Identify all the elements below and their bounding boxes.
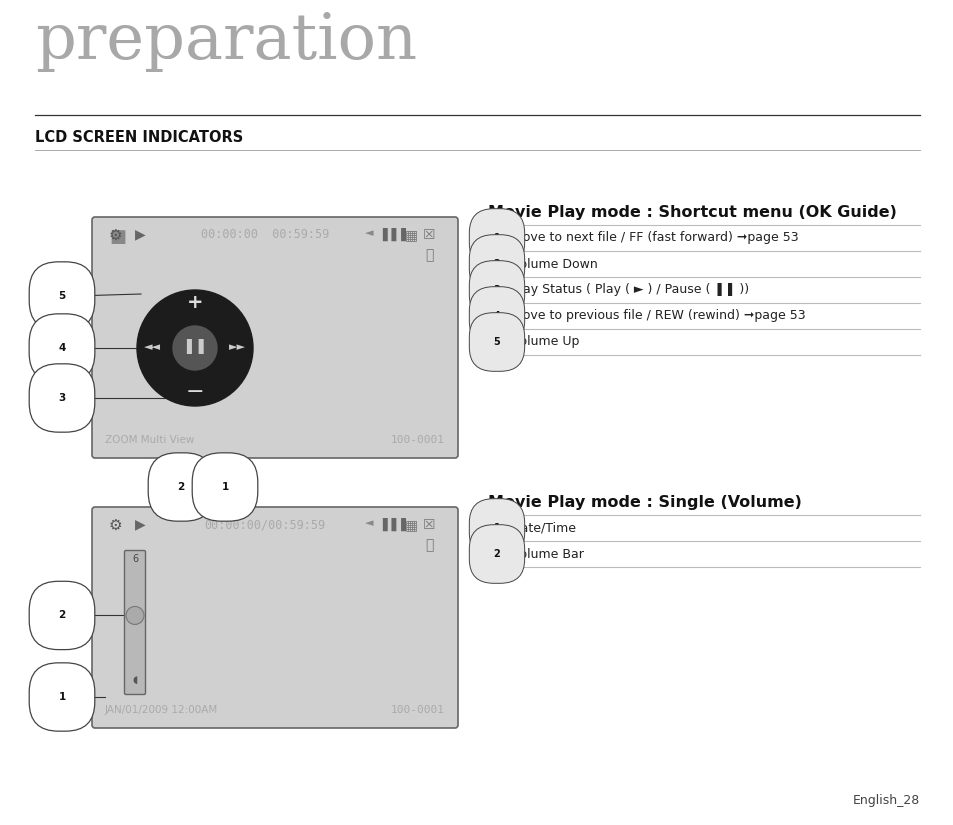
Text: ⌖: ⌖ — [424, 538, 433, 552]
Text: ▶: ▶ — [135, 517, 146, 531]
Text: 4: 4 — [58, 343, 66, 353]
Text: 2: 2 — [58, 610, 66, 620]
Text: Play Status ( Play ( ► ) / Pause ( ❚❚ )): Play Status ( Play ( ► ) / Pause ( ❚❚ )) — [512, 284, 748, 296]
Text: ❚❚: ❚❚ — [182, 340, 208, 355]
Text: ■: ■ — [109, 228, 126, 246]
Text: 1: 1 — [493, 233, 500, 243]
FancyBboxPatch shape — [125, 550, 146, 695]
Text: 6: 6 — [132, 554, 138, 564]
Text: 3: 3 — [58, 393, 66, 403]
Circle shape — [172, 326, 216, 370]
Text: JAN/01/2009 12:00AM: JAN/01/2009 12:00AM — [105, 705, 218, 715]
Text: LCD SCREEN INDICATORS: LCD SCREEN INDICATORS — [35, 130, 243, 145]
FancyBboxPatch shape — [91, 217, 457, 458]
Text: Volume Up: Volume Up — [512, 336, 578, 348]
Text: ▦: ▦ — [405, 228, 417, 242]
Text: ▶: ▶ — [135, 227, 146, 241]
Text: Volume Bar: Volume Bar — [512, 548, 583, 560]
Text: +: + — [187, 293, 203, 312]
Text: ►►: ►► — [229, 342, 246, 352]
Text: Movie Play mode : Shortcut menu (OK Guide): Movie Play mode : Shortcut menu (OK Guid… — [488, 205, 896, 220]
Text: ▦: ▦ — [405, 518, 417, 532]
Text: ☒: ☒ — [422, 518, 435, 532]
Text: 00:00:00/00:59:59: 00:00:00/00:59:59 — [204, 518, 325, 531]
Text: 1: 1 — [221, 482, 229, 492]
Text: Move to previous file / REW (rewind) ➞page 53: Move to previous file / REW (rewind) ➞pa… — [512, 309, 804, 323]
Text: ⚙: ⚙ — [109, 228, 123, 243]
Text: ▐▐▐: ▐▐▐ — [376, 228, 405, 241]
Text: ◖: ◖ — [132, 675, 137, 685]
Text: Movie Play mode : Single (Volume): Movie Play mode : Single (Volume) — [488, 495, 801, 510]
Text: ☒: ☒ — [422, 228, 435, 242]
Circle shape — [137, 290, 253, 406]
Text: 3: 3 — [493, 285, 500, 295]
Text: 5: 5 — [493, 337, 500, 347]
Text: Date/Time: Date/Time — [512, 521, 577, 535]
Text: Volume Down: Volume Down — [512, 257, 598, 271]
Text: 1: 1 — [493, 523, 500, 533]
Text: 100-0001: 100-0001 — [391, 705, 444, 715]
Text: Move to next file / FF (fast forward) ➞page 53: Move to next file / FF (fast forward) ➞p… — [512, 232, 798, 244]
Text: ZOOM Multi View: ZOOM Multi View — [105, 435, 194, 445]
Text: ◄◄: ◄◄ — [144, 342, 161, 352]
Text: 100-0001: 100-0001 — [391, 435, 444, 445]
Text: ▐▐▐: ▐▐▐ — [376, 518, 405, 531]
Text: 00:00:00  00:59:59: 00:00:00 00:59:59 — [201, 228, 329, 241]
Text: 2: 2 — [493, 549, 500, 559]
FancyBboxPatch shape — [91, 507, 457, 728]
Text: 1: 1 — [58, 692, 66, 702]
Text: 2: 2 — [493, 259, 500, 269]
Text: ⌖: ⌖ — [424, 248, 433, 262]
Text: ◄: ◄ — [365, 228, 374, 238]
Circle shape — [126, 606, 144, 625]
Text: ◄: ◄ — [365, 518, 374, 528]
Text: ⚙: ⚙ — [109, 518, 123, 533]
Text: English_28: English_28 — [852, 794, 919, 807]
Text: preparation: preparation — [35, 11, 416, 72]
Text: 2: 2 — [177, 482, 185, 492]
Text: 4: 4 — [493, 311, 500, 321]
Text: 5: 5 — [58, 291, 66, 301]
Text: −: − — [186, 382, 204, 402]
